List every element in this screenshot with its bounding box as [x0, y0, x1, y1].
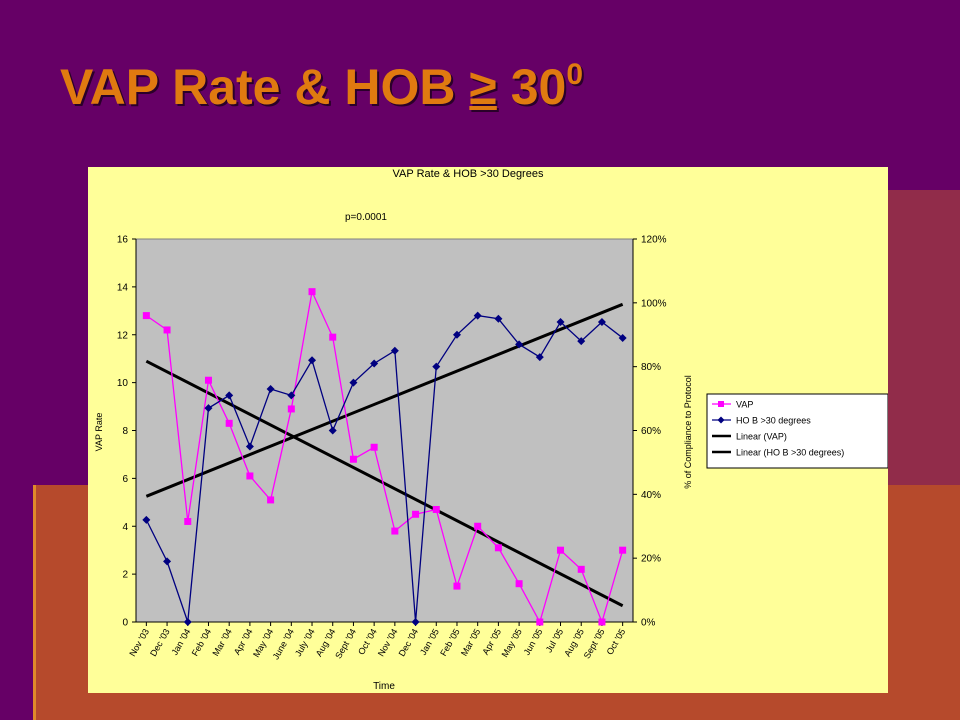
hob-point [515, 340, 524, 349]
legend-label: HO B >30 degrees [736, 416, 811, 426]
slide-title-symbol: ≥ [469, 59, 497, 115]
hob-point [390, 346, 399, 355]
x-tick-label: Mar '04 [210, 627, 234, 658]
hob-point [452, 330, 461, 339]
series-line [145, 289, 624, 625]
y2-tick-label: 100% [641, 298, 667, 309]
chart-legend: VAP HO B >30 degrees Linear (VAP) Linear (H… [706, 393, 888, 469]
hob-point [266, 385, 275, 394]
hob-point [142, 515, 151, 524]
hob-point [328, 426, 337, 435]
vap-point [142, 312, 150, 320]
hob-point [535, 353, 544, 362]
hob-point [577, 337, 586, 346]
y2-axis-label: % of Compliance to Protocol [683, 375, 693, 489]
legend-marker [717, 416, 725, 424]
vap-point [308, 288, 316, 296]
vap-point [598, 618, 606, 626]
y2-tick-label: 20% [641, 554, 661, 565]
y-tick-label: 6 [122, 474, 128, 485]
x-tick-label: Dec '03 [148, 627, 172, 658]
hob-point [597, 317, 606, 326]
vap-point [515, 580, 523, 588]
x-tick-label: Jun '05 [522, 627, 545, 657]
hob-point [618, 333, 627, 342]
vap-point [349, 455, 357, 463]
trendline [145, 359, 624, 608]
chart-annotation: p=0.0001 [345, 212, 387, 223]
vap-point [329, 333, 337, 341]
hob-point [287, 391, 296, 400]
y2-tick-label: 60% [641, 426, 661, 437]
y-tick-label: 16 [117, 235, 129, 246]
vap-point [453, 582, 461, 590]
background-accent-line [33, 485, 36, 720]
hob-point [411, 618, 420, 626]
y-axis-label: VAP Rate [94, 413, 104, 452]
y-tick-label: 2 [122, 570, 128, 581]
vap-point [536, 618, 544, 626]
chart-title: VAP Rate & HOB >30 Degrees [393, 168, 544, 180]
vap-point [412, 510, 420, 518]
vap-point [474, 522, 482, 530]
vap-point [287, 405, 295, 413]
y2-tick-label: 40% [641, 490, 661, 501]
trendline [145, 302, 624, 498]
series-line [145, 314, 624, 623]
vap-point [370, 443, 378, 451]
slide-title-number: 30 [496, 59, 567, 115]
hob-point [245, 442, 254, 451]
x-tick-label: Oct '05 [605, 627, 628, 656]
y-tick-label: 12 [117, 330, 129, 341]
x-tick-label: May '05 [500, 627, 524, 659]
x-tick-label: Jul '05 [544, 627, 566, 654]
vap-point [246, 472, 254, 480]
hob-point [494, 314, 503, 323]
hob-point [556, 317, 565, 326]
vap-point [557, 546, 565, 554]
hob-point [308, 356, 317, 365]
vap-point [267, 496, 275, 504]
y2-tick-label: 80% [641, 362, 661, 373]
legend-label: VAP [736, 400, 753, 410]
y2-tick-label: 0% [641, 618, 656, 629]
x-tick-label: Mar '05 [459, 627, 483, 658]
hob-point [204, 404, 213, 413]
legend-label: Linear (HO B >30 degrees) [736, 448, 844, 458]
y-tick-label: 0 [122, 618, 128, 629]
y-tick-label: 10 [117, 378, 129, 389]
legend-marker [718, 401, 724, 407]
vap-point [619, 546, 627, 554]
vap-point [163, 326, 171, 334]
vap-hob-chart: VAP Rate & HOB >30 Degrees p=0.0001 0 2 4 6… [94, 168, 888, 692]
vap-point [184, 517, 192, 525]
hob-point [473, 311, 482, 320]
y-tick-label: 14 [117, 282, 129, 293]
x-axis-label: Time [373, 681, 395, 692]
vap-point [225, 419, 233, 427]
legend-box [706, 393, 888, 469]
hob-point [183, 618, 192, 626]
hob-point [370, 359, 379, 368]
hob-point [225, 391, 234, 400]
hob-point [432, 362, 441, 371]
vap-point [432, 505, 440, 513]
slide-title-superscript: 0 [566, 58, 584, 91]
slide-title: VAP Rate & HOB ≥ 300 [60, 59, 583, 115]
y-tick-label: 4 [122, 522, 128, 533]
chart-panel: VAP Rate & HOB >30 Degrees p=0.0001 0 2 4 6… [88, 167, 888, 693]
vap-point [577, 565, 585, 573]
hob-point [163, 557, 172, 566]
plot-area [135, 238, 634, 623]
x-tick-label: Dec '04 [397, 627, 421, 658]
hob-point [349, 378, 358, 387]
y-tick-label: 8 [122, 426, 128, 437]
vap-point [204, 376, 212, 384]
slide-title-main: VAP Rate & HOB [60, 59, 470, 115]
y2-tick-label: 120% [641, 235, 667, 246]
legend-label: Linear (VAP) [736, 432, 787, 442]
vap-point [391, 527, 399, 535]
vap-point [494, 544, 502, 552]
